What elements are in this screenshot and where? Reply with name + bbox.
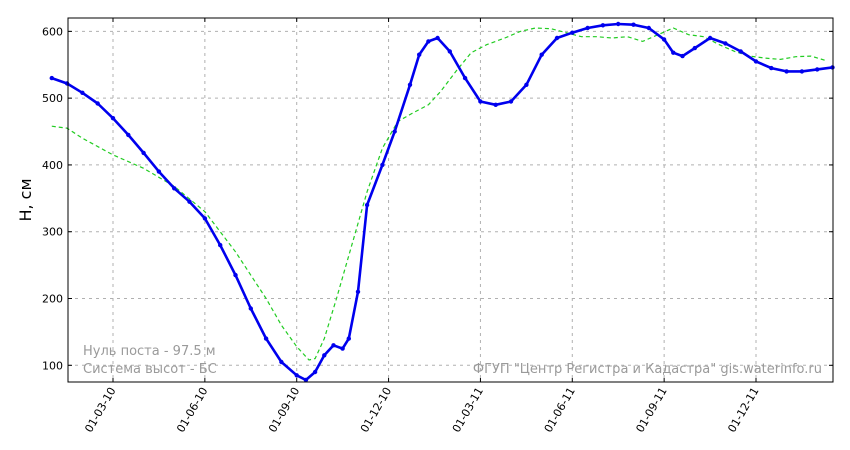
series-point <box>616 21 621 27</box>
series-point <box>294 373 299 378</box>
series-point <box>447 49 452 54</box>
series-point <box>524 82 529 88</box>
plot-frame <box>67 17 834 383</box>
series-point <box>340 346 345 351</box>
x-tick-label: 01-09-10 <box>266 385 302 435</box>
series-point <box>202 216 208 221</box>
series-point <box>417 52 422 57</box>
annotation-zero-level: Нуль поста - 97.5 м <box>83 344 216 359</box>
series-point <box>346 336 351 341</box>
x-tick-label: 01-03-10 <box>82 385 118 435</box>
series-point <box>539 52 544 57</box>
grid <box>68 18 833 382</box>
series-point <box>218 242 223 248</box>
y-tick-label: 300 <box>42 226 63 239</box>
series-point <box>738 49 743 54</box>
series-point <box>707 35 713 41</box>
series-point <box>49 75 54 81</box>
series-point <box>426 39 431 44</box>
series-point <box>661 37 667 42</box>
series-point <box>141 150 146 156</box>
series-point <box>692 45 697 51</box>
series-point <box>585 25 590 31</box>
series-point <box>435 35 440 41</box>
series-point <box>769 65 774 71</box>
series-point <box>248 306 253 311</box>
series-point <box>462 75 468 81</box>
series-point <box>784 69 789 74</box>
series-point <box>493 102 498 108</box>
series-point <box>364 202 370 208</box>
series-point <box>671 50 676 55</box>
y-axis-title: H, см <box>16 178 35 221</box>
series-point <box>303 377 309 383</box>
series-point <box>723 41 728 46</box>
series-point <box>570 30 575 35</box>
x-tick-label: 01-12-11 <box>725 385 761 435</box>
series-point <box>392 129 397 134</box>
series-point <box>110 116 116 121</box>
series-point <box>322 353 327 358</box>
series-layer <box>49 21 835 383</box>
series-point <box>279 359 284 365</box>
series-line-solid <box>51 22 833 382</box>
series-point <box>680 53 685 59</box>
series-point <box>312 369 318 375</box>
series-point <box>478 99 483 104</box>
series-point <box>331 343 336 348</box>
y-tick-label: 400 <box>42 159 63 172</box>
annotation-height-system: Система высот - БС <box>83 362 217 377</box>
x-tick-label: 01-12-10 <box>358 385 394 435</box>
y-tick-label: 600 <box>42 25 63 38</box>
series-point <box>126 132 131 138</box>
series-point <box>187 199 192 204</box>
x-tick-label: 01-06-10 <box>174 385 210 435</box>
series-point <box>799 69 805 74</box>
series-point <box>815 67 820 72</box>
series-point <box>380 162 385 168</box>
series-point <box>631 22 636 27</box>
series-point <box>600 23 606 28</box>
series-point <box>753 59 759 64</box>
y-tick-label: 100 <box>42 359 63 372</box>
series-point <box>355 289 361 294</box>
y-tick-label: 500 <box>42 92 63 105</box>
series-point <box>95 101 100 106</box>
series-point <box>80 90 85 96</box>
annotation-source: ФГУП "Центр Регистра и Кадастра" gis.wat… <box>473 362 822 377</box>
series-point <box>233 272 238 278</box>
x-tick-label: 01-09-11 <box>634 385 670 435</box>
x-tick-label: 01-06-11 <box>542 385 578 435</box>
series-point <box>407 82 413 88</box>
series-point <box>508 99 514 104</box>
series-point <box>263 336 269 341</box>
y-tick-label: 200 <box>42 293 63 306</box>
x-tick-label: 01-03-11 <box>450 385 486 435</box>
series-line-dashed <box>51 27 827 361</box>
series-point <box>156 169 162 174</box>
series-point <box>554 35 560 41</box>
series-point <box>64 81 70 86</box>
series-point <box>172 186 177 191</box>
series-point <box>646 25 651 31</box>
